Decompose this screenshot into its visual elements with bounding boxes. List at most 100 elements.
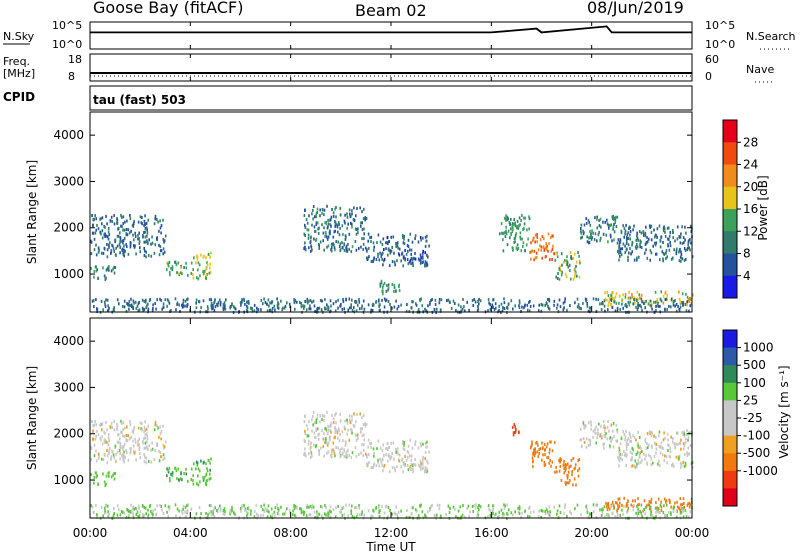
radar-cell (430, 299, 432, 302)
radar-cell (378, 258, 381, 262)
radar-cell (340, 508, 342, 512)
radar-cell (142, 235, 144, 239)
radar-cell (133, 238, 135, 242)
radar-cell (467, 504, 470, 508)
radar-cell (175, 514, 177, 518)
radar-cell (678, 290, 680, 294)
radar-cell (398, 289, 401, 292)
radar-cell (355, 515, 358, 519)
radar-cell (119, 446, 121, 450)
radar-cell (588, 241, 590, 245)
radar-cell (668, 444, 670, 447)
radar-cell (431, 503, 433, 507)
radar-cell (367, 303, 370, 307)
radar-cell (370, 441, 373, 445)
radar-cell (492, 504, 494, 508)
radar-cell (613, 506, 615, 510)
radar-cell (339, 412, 341, 416)
radar-cell (675, 508, 678, 512)
radar-cell (92, 218, 94, 222)
radar-cell (637, 510, 639, 514)
radar-cell (135, 252, 137, 256)
radar-cell (520, 249, 523, 253)
power-colorbar-tick-label: 4 (743, 269, 751, 283)
radar-cell (381, 285, 384, 289)
radar-cell (641, 300, 643, 304)
radar-cell (306, 297, 309, 301)
radar-cell (625, 302, 627, 306)
radar-cell (197, 277, 200, 281)
radar-cell (539, 244, 541, 248)
radar-cell (369, 236, 371, 240)
radar-cell (338, 451, 341, 454)
radar-cell (224, 307, 227, 311)
velocity-colorbar-segment (723, 330, 737, 349)
radar-cell (415, 509, 418, 513)
radar-cell (626, 233, 629, 237)
radar-cell (691, 255, 694, 259)
radar-cell (196, 482, 198, 486)
radar-cell (477, 510, 479, 514)
radar-cell (367, 232, 370, 236)
radar-cell (425, 239, 427, 243)
radar-cell (578, 306, 581, 310)
radar-cell (321, 418, 323, 421)
radar-cell (338, 428, 340, 432)
nave-tick-top: 60 (705, 53, 719, 66)
radar-cell (311, 454, 313, 458)
radar-cell (314, 435, 316, 439)
radar-cell (565, 463, 568, 467)
radar-cell (359, 206, 361, 210)
radar-cell (302, 304, 304, 308)
radar-cell (645, 447, 648, 451)
radar-cell (164, 298, 167, 302)
radar-cell (603, 442, 606, 446)
radar-cell (639, 245, 641, 249)
radar-cell (263, 297, 265, 301)
radar-cell (146, 234, 148, 238)
radar-cell (97, 456, 100, 460)
velocity-colorbar-tick-label: 500 (743, 358, 766, 372)
radar-cell (655, 515, 657, 518)
radar-cell (393, 305, 396, 309)
radar-cell (106, 428, 108, 432)
radar-cell (679, 300, 682, 304)
radar-cell (398, 283, 400, 287)
radar-cell (352, 218, 355, 221)
radar-cell (583, 426, 586, 430)
radar-cell (634, 499, 636, 503)
radar-cell (651, 307, 653, 311)
nsearch-label: N.Search (746, 30, 796, 43)
radar-cell (659, 445, 662, 448)
radar-cell (681, 225, 683, 229)
radar-cell (90, 252, 93, 256)
radar-cell (543, 237, 545, 241)
radar-cell (101, 442, 104, 446)
radar-cell (357, 437, 359, 441)
radar-cell (562, 463, 565, 467)
radar-cell (168, 270, 171, 274)
radar-cell (196, 276, 198, 280)
radar-cell (572, 256, 575, 260)
radar-cell (361, 510, 363, 514)
power-colorbar-tick-label: 24 (743, 158, 758, 172)
radar-cell (412, 506, 414, 510)
radar-cell (321, 207, 324, 211)
radar-cell (659, 297, 662, 301)
radar-cell (223, 507, 226, 511)
radar-cell (493, 513, 496, 517)
radar-cell (123, 254, 125, 258)
radar-cell (410, 454, 413, 458)
radar-cell (586, 235, 588, 239)
radar-cell (677, 505, 679, 509)
radar-cell (323, 432, 325, 436)
radar-cell (164, 440, 167, 444)
radar-cell (631, 464, 634, 468)
radar-cell (420, 297, 422, 301)
radar-cell (309, 447, 312, 450)
radar-cell (614, 295, 617, 299)
radar-cell (596, 226, 598, 230)
radar-cell (143, 247, 145, 250)
radar-cell (102, 514, 104, 518)
radar-cell (306, 427, 309, 431)
